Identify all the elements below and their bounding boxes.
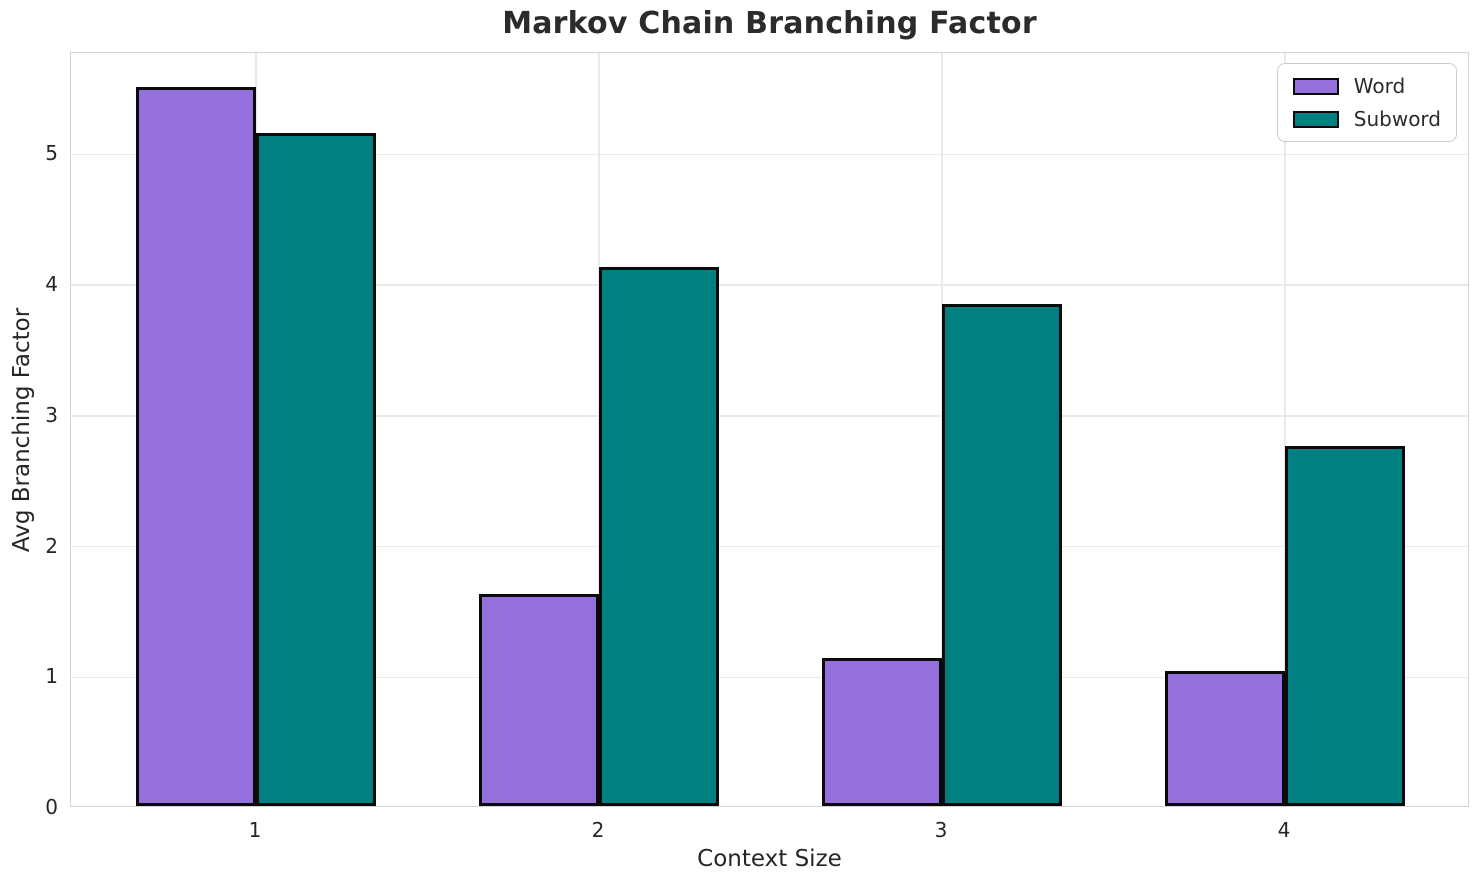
x-tick-label-2: 2 [591,818,605,842]
legend-item-subword: Subword [1292,107,1441,131]
y-tick-label-4: 4 [45,272,58,297]
y-tick-label-3: 3 [45,402,58,427]
bar-subword-2 [599,267,719,806]
x-tick-label-3: 3 [934,818,948,842]
bar-word-4 [1165,671,1285,806]
legend-swatch-subword [1292,110,1339,128]
x-axis-label: Context Size [697,846,842,872]
y-tick-label-5: 5 [45,141,58,166]
y-tick-label-2: 2 [45,533,58,558]
y-axis-label: Avg Branching Factor [9,307,35,553]
bar-word-3 [822,658,942,806]
legend-label-subword: Subword [1353,107,1441,131]
legend-swatch-word [1292,77,1339,95]
legend-label-word: Word [1353,74,1406,98]
bar-subword-4 [1285,446,1405,806]
bar-subword-3 [942,303,1062,806]
x-tick-label-1: 1 [248,818,262,842]
h-gridline-5 [71,153,1468,156]
h-gridline-4 [71,284,1468,286]
legend-item-word: Word [1292,74,1441,98]
bar-subword-1 [256,132,376,806]
bar-word-2 [479,594,599,806]
x-tick-label-4: 4 [1277,818,1291,842]
plot-area: Word Subword [70,52,1469,807]
v-gridline-4 [1284,53,1286,806]
y-tick-label-0: 0 [45,795,58,819]
chart-title: Markov Chain Branching Factor [502,6,1037,41]
h-gridline-3 [71,415,1468,417]
h-gridline-1 [71,676,1468,678]
bar-word-1 [136,86,256,806]
legend: Word Subword [1276,63,1457,142]
y-tick-label-1: 1 [45,664,58,689]
h-gridline-2 [71,545,1468,548]
